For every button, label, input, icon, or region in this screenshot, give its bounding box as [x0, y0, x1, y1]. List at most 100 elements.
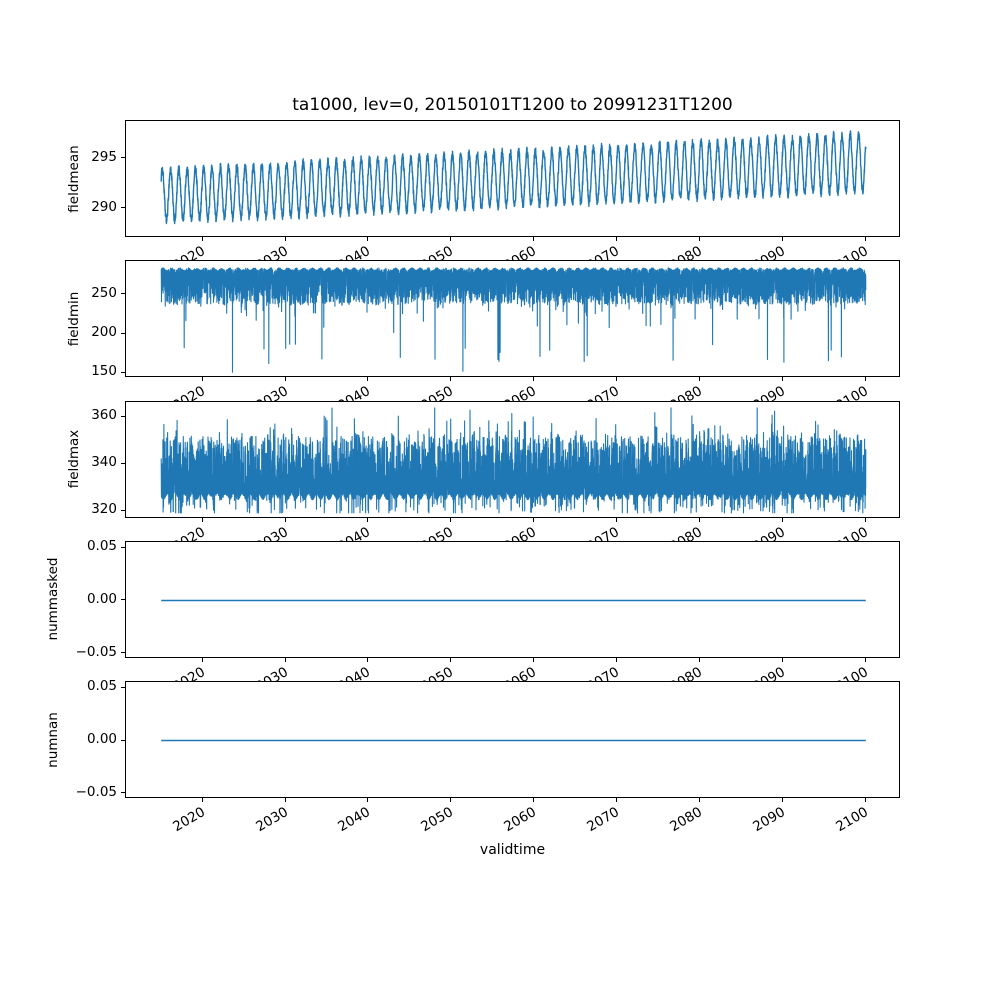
x-tick-label: 2050 — [418, 523, 457, 555]
x-tick-label: 2090 — [750, 804, 788, 836]
x-tick-mark — [616, 377, 618, 382]
x-tick-label: 2030 — [252, 804, 291, 836]
x-tick-label: 2050 — [418, 804, 457, 836]
x-tick-mark — [367, 657, 369, 662]
x-tick-mark — [284, 798, 286, 803]
y-tick-mark — [121, 157, 125, 158]
x-tick-mark — [533, 377, 535, 382]
x-tick-mark — [450, 798, 452, 803]
x-tick-mark — [284, 657, 286, 662]
x-tick-mark — [367, 517, 369, 522]
x-tick-label: 2030 — [252, 243, 291, 275]
y-tick-label: 200 — [91, 324, 117, 341]
x-tick-mark — [698, 798, 700, 803]
y-tick-mark — [121, 293, 125, 295]
y-tick-mark — [121, 739, 125, 741]
x-tick-mark — [367, 798, 369, 803]
y-tick-label: 320 — [91, 501, 117, 518]
x-tick-label: 2070 — [584, 804, 623, 836]
x-tick-mark — [698, 377, 700, 382]
x-tick-label: 2050 — [418, 663, 457, 695]
subplot-nummasked-panel — [125, 540, 900, 658]
y-tick-label: 0.05 — [86, 678, 117, 695]
y-tick-mark — [121, 509, 125, 511]
x-tick-label: 2060 — [501, 523, 540, 555]
x-tick-label: 2080 — [667, 523, 705, 555]
y-tick-label: 290 — [91, 198, 117, 215]
y-tick-mark — [121, 371, 125, 373]
y-tick-label: 0.05 — [86, 538, 117, 555]
x-tick-mark — [698, 657, 700, 662]
x-tick-label: 2040 — [335, 383, 374, 415]
subplot-numnan-panel — [125, 681, 900, 799]
y-tick-mark — [121, 332, 125, 334]
y-tick-mark — [121, 415, 125, 417]
x-tick-label: 2050 — [418, 383, 457, 415]
x-tick-mark — [533, 798, 535, 803]
subplot-fieldmean-panel — [125, 120, 900, 237]
x-tick-label: 2090 — [750, 663, 788, 695]
x-tick-label: 2040 — [335, 663, 374, 695]
y-tick-label: −0.05 — [75, 783, 117, 800]
x-tick-mark — [781, 657, 783, 662]
x-tick-label: 2040 — [335, 243, 374, 275]
y-tick-mark — [121, 652, 125, 654]
x-tick-mark — [450, 657, 452, 662]
x-tick-label: 2060 — [501, 243, 540, 275]
x-tick-label: 2100 — [833, 383, 871, 415]
x-tick-mark — [201, 237, 203, 241]
x-tick-mark — [864, 657, 866, 662]
y-axis-label-fieldmax: fieldmax — [66, 429, 82, 489]
x-tick-label: 2090 — [750, 243, 788, 275]
x-tick-mark — [698, 517, 700, 522]
x-tick-label: 2100 — [833, 243, 871, 275]
x-tick-mark — [864, 377, 866, 382]
y-tick-label: 0.00 — [86, 590, 117, 607]
x-tick-label: 2070 — [584, 243, 623, 275]
x-tick-label: 2030 — [252, 663, 291, 695]
y-tick-mark — [121, 462, 125, 464]
x-tick-mark — [367, 237, 369, 241]
x-tick-label: 2050 — [418, 243, 457, 275]
x-tick-label: 2060 — [501, 383, 540, 415]
x-tick-label: 2020 — [169, 663, 208, 695]
x-axis-title: validtime — [479, 842, 546, 858]
x-tick-label: 2080 — [667, 383, 705, 415]
x-tick-label: 2080 — [667, 804, 705, 836]
x-tick-label: 2070 — [584, 523, 623, 555]
x-tick-mark — [201, 377, 203, 382]
x-tick-mark — [450, 377, 452, 382]
x-tick-label: 2100 — [833, 523, 871, 555]
x-tick-mark — [284, 377, 286, 382]
x-tick-label: 2080 — [667, 663, 705, 695]
x-tick-mark — [616, 517, 618, 522]
y-axis-label-fieldmean: fieldmean — [66, 144, 82, 213]
x-tick-label: 2070 — [584, 383, 623, 415]
x-tick-label: 2040 — [335, 804, 374, 836]
series-line-fieldmax — [160, 406, 867, 514]
x-tick-label: 2100 — [833, 804, 871, 836]
y-tick-mark — [121, 599, 125, 601]
x-tick-mark — [616, 237, 618, 241]
x-tick-mark — [201, 798, 203, 803]
y-tick-label: 0.00 — [86, 731, 117, 748]
x-tick-label: 2090 — [750, 523, 788, 555]
x-tick-mark — [781, 517, 783, 522]
y-axis-label-nummasked: nummasked — [45, 557, 61, 641]
x-tick-label: 2030 — [252, 383, 291, 415]
x-tick-label: 2060 — [501, 663, 540, 695]
y-tick-mark — [121, 207, 125, 208]
series-line-fieldmin — [160, 267, 867, 374]
x-tick-label: 2070 — [584, 663, 623, 695]
subplot-fieldmax-panel — [125, 400, 900, 518]
x-tick-mark — [367, 377, 369, 382]
x-tick-label: 2090 — [750, 383, 788, 415]
x-tick-label: 2030 — [252, 523, 291, 555]
subplot-fieldmin-panel — [125, 260, 900, 378]
x-tick-mark — [781, 237, 783, 241]
x-tick-mark — [201, 517, 203, 522]
y-tick-label: 340 — [91, 454, 117, 471]
x-tick-label: 2060 — [501, 804, 540, 836]
x-tick-mark — [864, 237, 866, 241]
x-tick-mark — [533, 657, 535, 662]
